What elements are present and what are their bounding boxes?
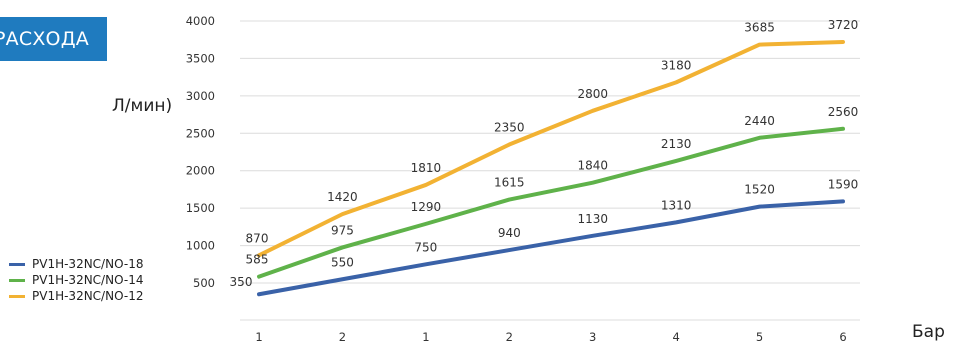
data-label: 870 — [246, 231, 269, 245]
legend-swatch — [9, 262, 25, 266]
data-label: 2560 — [828, 105, 859, 119]
data-label: 3180 — [661, 58, 692, 72]
y-tick-label: 2500 — [186, 126, 215, 140]
legend-label: PV1H-32NC/NO-12 — [32, 289, 144, 303]
data-label: 3685 — [744, 21, 775, 35]
data-label: 2130 — [661, 137, 692, 151]
data-label: 1310 — [661, 198, 692, 212]
y-tick-label: 3000 — [186, 89, 215, 103]
data-label: 3720 — [828, 18, 859, 32]
y-tick-label: 500 — [193, 276, 215, 290]
x-axis-label: Бар — [912, 322, 945, 342]
legend-label: PV1H-32NC/NO-18 — [32, 257, 144, 271]
legend-label: PV1H-32NC/NO-14 — [32, 273, 144, 287]
data-label: 2350 — [494, 121, 525, 135]
x-tick-label: 1 — [422, 330, 429, 344]
data-label: 1840 — [577, 159, 608, 173]
series-line — [257, 199, 845, 297]
data-label: 550 — [331, 255, 354, 269]
y-tick-label: 4000 — [186, 14, 215, 28]
data-label: 2800 — [577, 87, 608, 101]
data-label: 1420 — [327, 190, 358, 204]
legend-item: PV1H-32NC/NO-14 — [9, 272, 143, 288]
x-tick-label: 1 — [255, 330, 262, 344]
legend-item: PV1H-32NC/NO-12 — [9, 288, 143, 304]
data-label: 585 — [246, 253, 269, 267]
legend-swatch — [9, 294, 25, 298]
chart-title-badge: РАСХОДА — [0, 17, 107, 61]
data-label: 1290 — [411, 200, 442, 214]
x-tick-label: 4 — [672, 330, 679, 344]
data-label: 750 — [414, 240, 437, 254]
legend-item: PV1H-32NC/NO-18 — [9, 256, 143, 272]
x-tick-label: 2 — [339, 330, 346, 344]
series-line — [257, 39, 845, 258]
data-label: 1615 — [494, 176, 525, 190]
data-label: 975 — [331, 223, 354, 237]
data-label: 350 — [230, 275, 253, 289]
x-tick-label: 3 — [589, 330, 596, 344]
chart-title: РАСХОДА — [0, 28, 89, 50]
y-tick-label: 2000 — [186, 164, 215, 178]
y-tick-label: 1500 — [186, 201, 215, 215]
y-tick-label: 1000 — [186, 239, 215, 253]
x-tick-label: 5 — [756, 330, 763, 344]
data-label: 1590 — [828, 177, 859, 191]
legend-swatch — [9, 278, 25, 282]
x-tick-label: 2 — [506, 330, 513, 344]
series-line — [257, 126, 845, 279]
chart-legend: PV1H-32NC/NO-18 PV1H-32NC/NO-14 PV1H-32N… — [9, 256, 143, 304]
y-tick-label: 3500 — [186, 51, 215, 65]
data-label: 940 — [498, 226, 521, 240]
data-label: 1810 — [411, 161, 442, 175]
data-label: 2440 — [744, 114, 775, 128]
y-axis-unit-label: Л/мин) — [112, 96, 173, 116]
data-label: 1520 — [744, 183, 775, 197]
x-tick-label: 6 — [839, 330, 846, 344]
data-label: 1130 — [577, 212, 608, 226]
